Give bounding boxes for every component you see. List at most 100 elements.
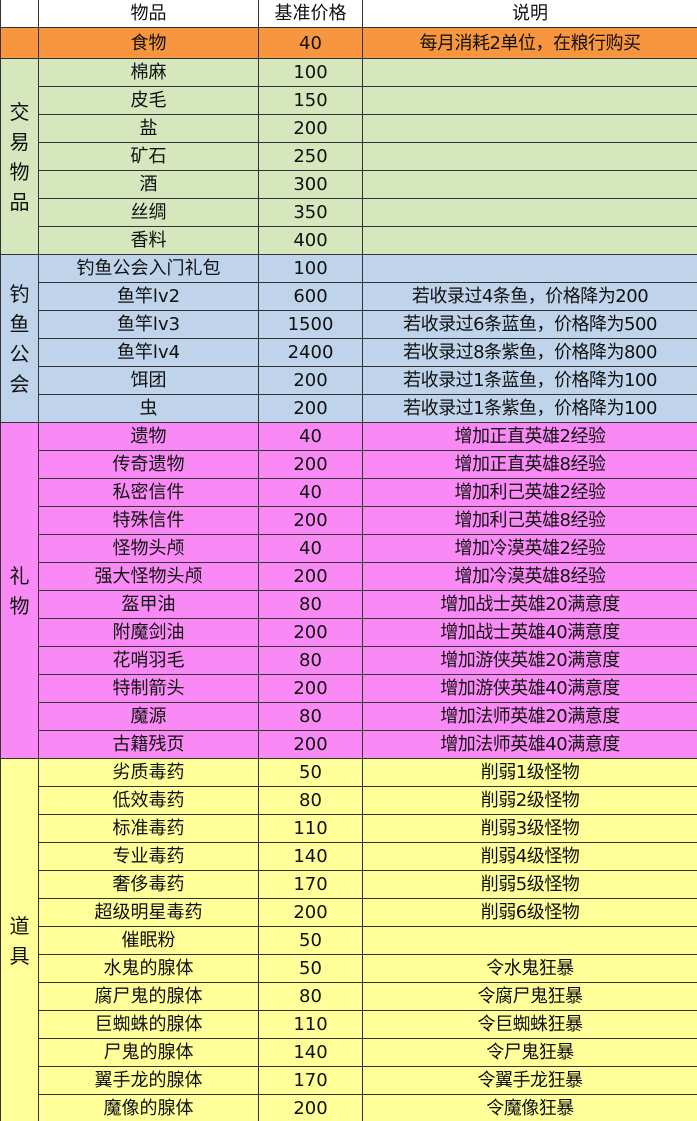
item-cell: 超级明星毒药 [38, 898, 259, 927]
price-cell: 200 [258, 674, 363, 703]
price-cell: 200 [258, 562, 363, 591]
desc-cell: 若收录过4条鱼，价格降为200 [362, 282, 697, 311]
price-cell: 80 [258, 786, 363, 815]
desc-cell: 令魔像狂暴 [362, 1094, 697, 1121]
desc-cell [362, 114, 697, 143]
table-row: 催眠粉 50 [0, 926, 697, 955]
table-row: 魔源 80 增加法师英雄20满意度 [0, 702, 697, 731]
category-cell-trade: 交易物品 [0, 58, 39, 255]
item-cell: 丝绸 [38, 198, 259, 227]
table-row: 皮毛 150 [0, 86, 697, 115]
table-row: 魔像的腺体 200 令魔像狂暴 [0, 1094, 697, 1121]
price-cell: 100 [258, 58, 363, 87]
desc-cell [362, 198, 697, 227]
desc-cell: 每月消耗2单位，在粮行购买 [362, 27, 697, 59]
header-category [0, 0, 39, 28]
desc-cell: 增加正直英雄8经验 [362, 450, 697, 479]
desc-cell: 令尸鬼狂暴 [362, 1038, 697, 1067]
desc-cell [362, 226, 697, 255]
price-cell: 110 [258, 814, 363, 843]
table-row: 盐 200 [0, 114, 697, 143]
desc-cell: 增加冷漠英雄2经验 [362, 534, 697, 563]
item-cell: 传奇遗物 [38, 450, 259, 479]
table-row: 奢侈毒药 170 削弱5级怪物 [0, 870, 697, 899]
price-cell: 150 [258, 86, 363, 115]
item-cell: 盔甲油 [38, 590, 259, 619]
table-row: 钓鱼公会 钓鱼公会入门礼包 100 [0, 254, 697, 423]
table-row: 水鬼的腺体 50 令水鬼狂暴 [0, 954, 697, 983]
desc-cell: 削弱4级怪物 [362, 842, 697, 871]
desc-cell [362, 86, 697, 115]
desc-cell: 增加法师英雄40满意度 [362, 730, 697, 759]
desc-cell: 增加冷漠英雄8经验 [362, 562, 697, 591]
table-row: 附魔剑油 200 增加战士英雄40满意度 [0, 618, 697, 647]
item-cell: 尸鬼的腺体 [38, 1038, 259, 1067]
item-cell: 怪物头颅 [38, 534, 259, 563]
table-row: 交易物品 棉麻 100 [0, 58, 697, 255]
price-cell: 80 [258, 702, 363, 731]
price-cell: 400 [258, 226, 363, 255]
item-cell: 标准毒药 [38, 814, 259, 843]
table-row: 饵团 200 若收录过1条蓝鱼，价格降为100 [0, 366, 697, 395]
item-cell: 虫 [38, 394, 259, 423]
table-row: 鱼竿lv3 1500 若收录过6条蓝鱼，价格降为500 [0, 310, 697, 339]
category-cell-fishing: 钓鱼公会 [0, 254, 39, 423]
price-cell: 80 [258, 590, 363, 619]
price-cell: 300 [258, 170, 363, 199]
table-row: 尸鬼的腺体 140 令尸鬼狂暴 [0, 1038, 697, 1067]
price-cell: 50 [258, 758, 363, 787]
table-row: 丝绸 350 [0, 198, 697, 227]
category-cell-tools: 道具 [0, 758, 39, 1121]
item-cell: 奢侈毒药 [38, 870, 259, 899]
price-cell: 140 [258, 842, 363, 871]
price-cell: 1500 [258, 310, 363, 339]
price-cell: 170 [258, 870, 363, 899]
category-label: 交易物品 [9, 99, 30, 214]
table-row: 鱼竿lv2 600 若收录过4条鱼，价格降为200 [0, 282, 697, 311]
header-row: 物品 基准价格 说明 [0, 0, 697, 28]
item-cell: 专业毒药 [38, 842, 259, 871]
item-cell: 钓鱼公会入门礼包 [38, 254, 259, 283]
desc-cell: 令巨蜘蛛狂暴 [362, 1010, 697, 1039]
desc-cell: 令水鬼狂暴 [362, 954, 697, 983]
desc-cell: 增加战士英雄40满意度 [362, 618, 697, 647]
desc-cell [362, 926, 697, 955]
desc-cell: 削弱2级怪物 [362, 786, 697, 815]
desc-cell: 削弱1级怪物 [362, 758, 697, 787]
table-row: 强大怪物头颅 200 增加冷漠英雄8经验 [0, 562, 697, 591]
price-cell: 200 [258, 114, 363, 143]
table-row: 矿石 250 [0, 142, 697, 171]
price-cell: 50 [258, 926, 363, 955]
price-cell: 110 [258, 1010, 363, 1039]
header-item: 物品 [38, 0, 259, 28]
table-row: 传奇遗物 200 增加正直英雄8经验 [0, 450, 697, 479]
desc-cell: 若收录过8条紫鱼，价格降为800 [362, 338, 697, 367]
price-cell: 200 [258, 618, 363, 647]
table-row: 虫 200 若收录过1条紫鱼，价格降为100 [0, 394, 697, 423]
item-cell: 遗物 [38, 422, 259, 451]
header-desc: 说明 [362, 0, 697, 28]
desc-cell: 削弱6级怪物 [362, 898, 697, 927]
price-cell: 80 [258, 982, 363, 1011]
item-cell: 水鬼的腺体 [38, 954, 259, 983]
item-cell: 矿石 [38, 142, 259, 171]
table-row: 翼手龙的腺体 170 令翼手龙狂暴 [0, 1066, 697, 1095]
item-cell: 皮毛 [38, 86, 259, 115]
desc-cell: 增加战士英雄20满意度 [362, 590, 697, 619]
price-cell: 200 [258, 506, 363, 535]
item-cell: 酒 [38, 170, 259, 199]
desc-cell: 若收录过1条紫鱼，价格降为100 [362, 394, 697, 423]
table-row: 标准毒药 110 削弱3级怪物 [0, 814, 697, 843]
desc-cell: 增加利己英雄8经验 [362, 506, 697, 535]
item-cell: 催眠粉 [38, 926, 259, 955]
price-cell: 200 [258, 366, 363, 395]
desc-cell: 增加游侠英雄20满意度 [362, 646, 697, 675]
item-cell: 低效毒药 [38, 786, 259, 815]
table-row: 低效毒药 80 削弱2级怪物 [0, 786, 697, 815]
table-row: 花哨羽毛 80 增加游侠英雄20满意度 [0, 646, 697, 675]
item-cell: 强大怪物头颅 [38, 562, 259, 591]
item-cell: 特殊信件 [38, 506, 259, 535]
price-cell: 40 [258, 478, 363, 507]
